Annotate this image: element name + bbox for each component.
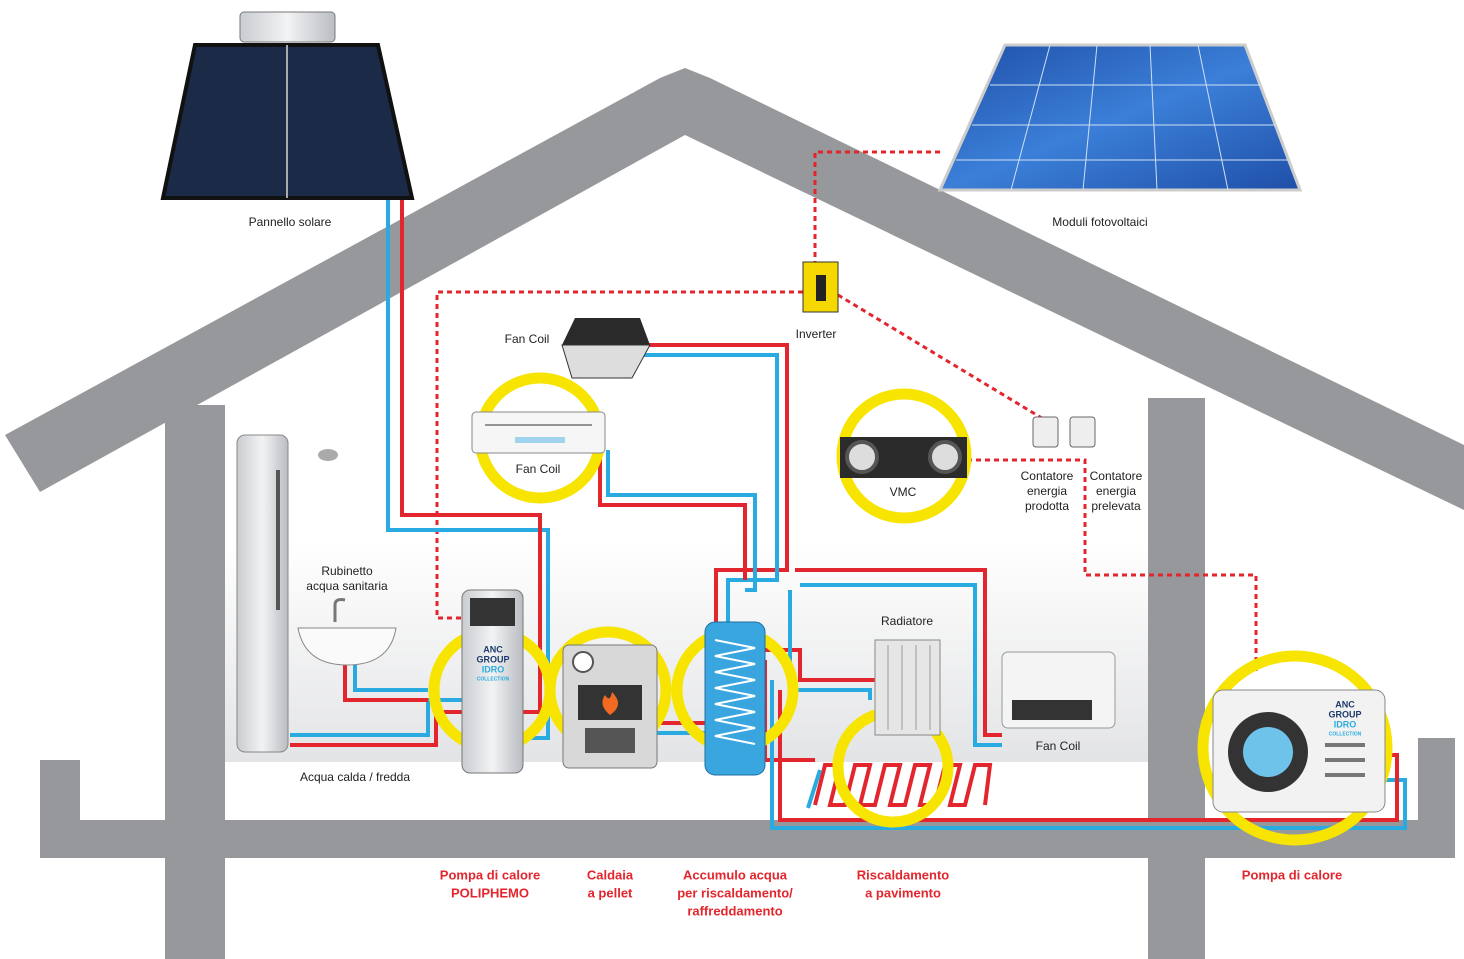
fan-coil-wall (472, 412, 605, 453)
component-label: Rubinetto (321, 564, 373, 578)
component-label: Moduli fotovoltaici (1052, 215, 1147, 229)
product-label: a pellet (588, 885, 633, 900)
component-label: prelevata (1091, 499, 1141, 513)
product-label: Pompa di calore POLIPHEMO Caldaia a pell… (440, 867, 1342, 918)
brand-label: ANC (1335, 699, 1355, 709)
radiator (875, 640, 940, 735)
fan-coil-wall-part (515, 437, 565, 443)
product-label: Pompa di calore (440, 867, 540, 882)
energy-meter (1033, 417, 1095, 447)
component-label: energia (1027, 484, 1067, 498)
component-label: Fan Coil (516, 462, 561, 476)
energy-meter-part (1033, 417, 1058, 447)
pellet-boiler-part (573, 652, 593, 672)
component-label: Acqua calda / fredda (300, 770, 410, 784)
brand-label: IDRO (1334, 719, 1357, 729)
pv-modules (940, 45, 1300, 190)
brand-label: IDRO (482, 664, 505, 674)
product-label: raffreddamento (687, 903, 782, 918)
component-label: Fan Coil (1036, 739, 1081, 753)
inverter (803, 262, 838, 312)
component-label: prodotta (1025, 499, 1069, 513)
solar-panel-part (240, 12, 335, 42)
fan-coil-cassette-part (562, 318, 650, 345)
brand-label: COLLECTION (477, 676, 510, 682)
component-label: energia (1096, 484, 1136, 498)
component-label: Inverter (796, 327, 837, 341)
component-label: Pannello solare (249, 215, 332, 229)
fan-coil-wall-part (472, 412, 605, 453)
heat-pump-poliphemo-part (470, 598, 515, 626)
brand-label: COLLECTION (1329, 731, 1362, 737)
outdoor-heat-pump (1213, 690, 1385, 812)
fan-coil-floor (1002, 652, 1115, 728)
house-part (165, 405, 225, 959)
product-label: Accumulo acqua (683, 867, 788, 882)
vmc-unit-part (930, 442, 960, 472)
inverter-part (816, 275, 826, 301)
energy-meter-part (1070, 417, 1095, 447)
vmc-unit-part (847, 442, 877, 472)
product-label: per riscaldamento/ (677, 885, 793, 900)
pv-modules-part (940, 45, 1300, 190)
product-label: POLIPHEMO (451, 885, 529, 900)
component-label: acqua sanitaria (306, 579, 388, 593)
product-label: a pavimento (865, 885, 941, 900)
shower-part (237, 435, 288, 752)
product-label: Riscaldamento (857, 867, 950, 882)
component-label: VMC (890, 485, 917, 499)
pellet-boiler-part (585, 728, 635, 753)
house-part (1418, 738, 1455, 822)
vmc-unit (840, 437, 967, 478)
component-label: Fan Coil (505, 332, 550, 346)
brand-label: GROUP (1328, 709, 1361, 719)
house-part (1148, 398, 1205, 959)
brand-label: GROUP (476, 654, 509, 664)
shower-part (318, 449, 338, 461)
component-label: Contatore (1090, 469, 1143, 483)
component-label: Contatore (1021, 469, 1074, 483)
fan-coil-cassette (562, 318, 650, 378)
storage-tank (705, 622, 765, 775)
diagram: ANC GROUP IDRO COLLECTION ANC GROUP IDRO… (0, 0, 1464, 959)
product-label: Pompa di calore (1242, 867, 1342, 882)
brand-label: ANC (483, 644, 503, 654)
product-label: Caldaia (587, 867, 634, 882)
solar-panel (163, 12, 412, 198)
fan-coil-cassette-part (562, 345, 650, 378)
pellet-boiler (563, 645, 657, 768)
fan-coil-floor-part (1012, 700, 1092, 720)
house-part (40, 760, 80, 822)
component-label: Radiatore (881, 614, 933, 628)
outdoor-heat-pump-part (1243, 727, 1293, 777)
